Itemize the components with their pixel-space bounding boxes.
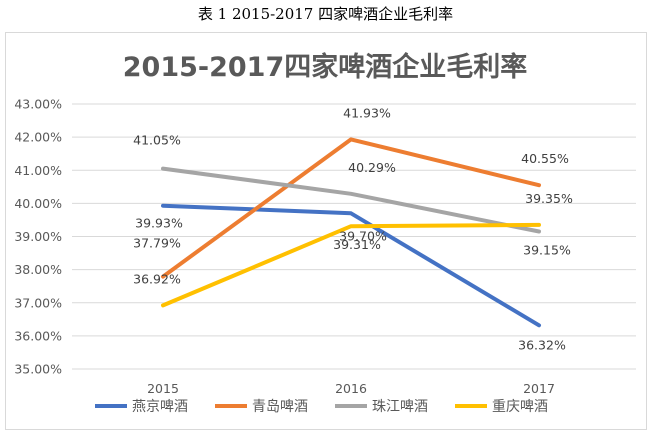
data-label: 39.15% — [523, 243, 571, 258]
data-point — [350, 193, 352, 195]
data-point — [162, 205, 164, 207]
y-tick-label: 42.00% — [14, 130, 62, 145]
data-label: 36.92% — [133, 271, 181, 286]
data-point — [538, 231, 540, 233]
data-label: 40.55% — [521, 151, 569, 166]
data-point — [350, 138, 352, 140]
data-point — [162, 168, 164, 170]
legend-label: 珠江啤酒 — [372, 399, 428, 415]
data-point — [538, 224, 540, 226]
data-label: 41.05% — [133, 133, 181, 148]
table-caption: 表 1 2015-2017 四家啤酒企业毛利率 — [197, 5, 454, 23]
y-tick-label: 39.00% — [14, 229, 62, 244]
x-tick-label: 2016 — [335, 381, 367, 396]
y-tick-label: 36.00% — [14, 328, 62, 343]
y-tick-label: 37.00% — [14, 295, 62, 310]
y-tick-label: 41.00% — [14, 163, 62, 178]
data-label: 39.31% — [333, 237, 381, 252]
chart-title: 2015-2017四家啤酒企业毛利率 — [123, 51, 528, 83]
data-label: 36.32% — [518, 337, 566, 352]
y-tick-label: 40.00% — [14, 196, 62, 211]
series-line — [161, 166, 541, 234]
data-label: 41.93% — [343, 105, 391, 120]
data-point — [350, 225, 352, 227]
data-label: 40.29% — [348, 160, 396, 175]
x-tick-label: 2017 — [523, 381, 555, 396]
x-tick-label: 2015 — [147, 381, 179, 396]
y-tick-label: 38.00% — [14, 262, 62, 277]
data-point — [538, 184, 540, 186]
data-label: 39.35% — [525, 191, 573, 206]
data-label: 37.79% — [133, 236, 181, 251]
y-tick-label: 43.00% — [14, 97, 62, 112]
data-point — [162, 304, 164, 306]
data-label: 39.70% — [339, 228, 387, 243]
legend-label: 青岛啤酒 — [252, 399, 308, 415]
data-point — [350, 212, 352, 214]
legend-label: 燕京啤酒 — [132, 399, 188, 415]
data-point — [162, 276, 164, 278]
legend-label: 重庆啤酒 — [492, 399, 548, 415]
data-point — [538, 324, 540, 326]
data-label: 39.93% — [135, 216, 183, 231]
y-tick-label: 35.00% — [14, 362, 62, 377]
